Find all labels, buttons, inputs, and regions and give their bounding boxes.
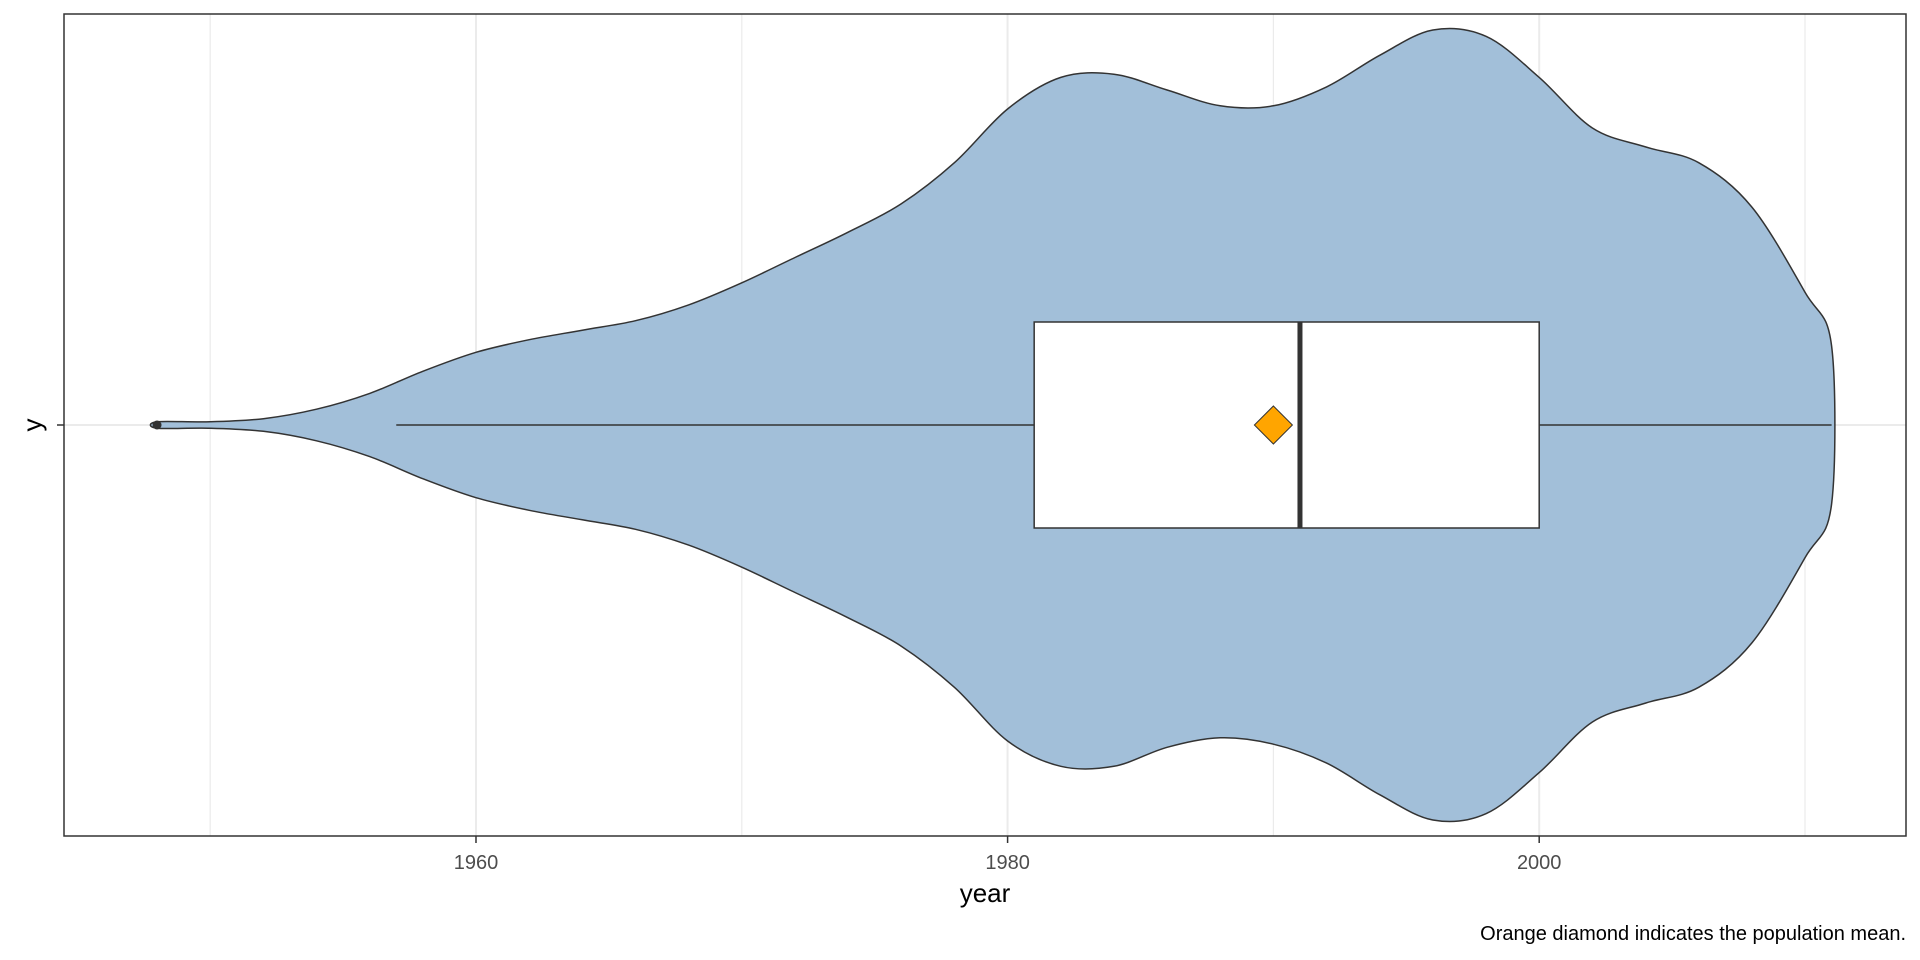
plot-marks	[149, 27, 1836, 823]
axes: 1960 1980 2000	[57, 13, 1907, 874]
x-tick-label: 2000	[1517, 852, 1562, 874]
x-axis-title: year	[960, 878, 1011, 908]
y-axis-title: y	[17, 419, 47, 432]
mean-diamond	[1253, 405, 1294, 445]
outlier-point	[152, 420, 162, 430]
chart-caption: Orange diamond indicates the population …	[1480, 923, 1906, 945]
x-tick-label: 1960	[454, 852, 499, 874]
x-tick-label: 1980	[985, 852, 1030, 874]
